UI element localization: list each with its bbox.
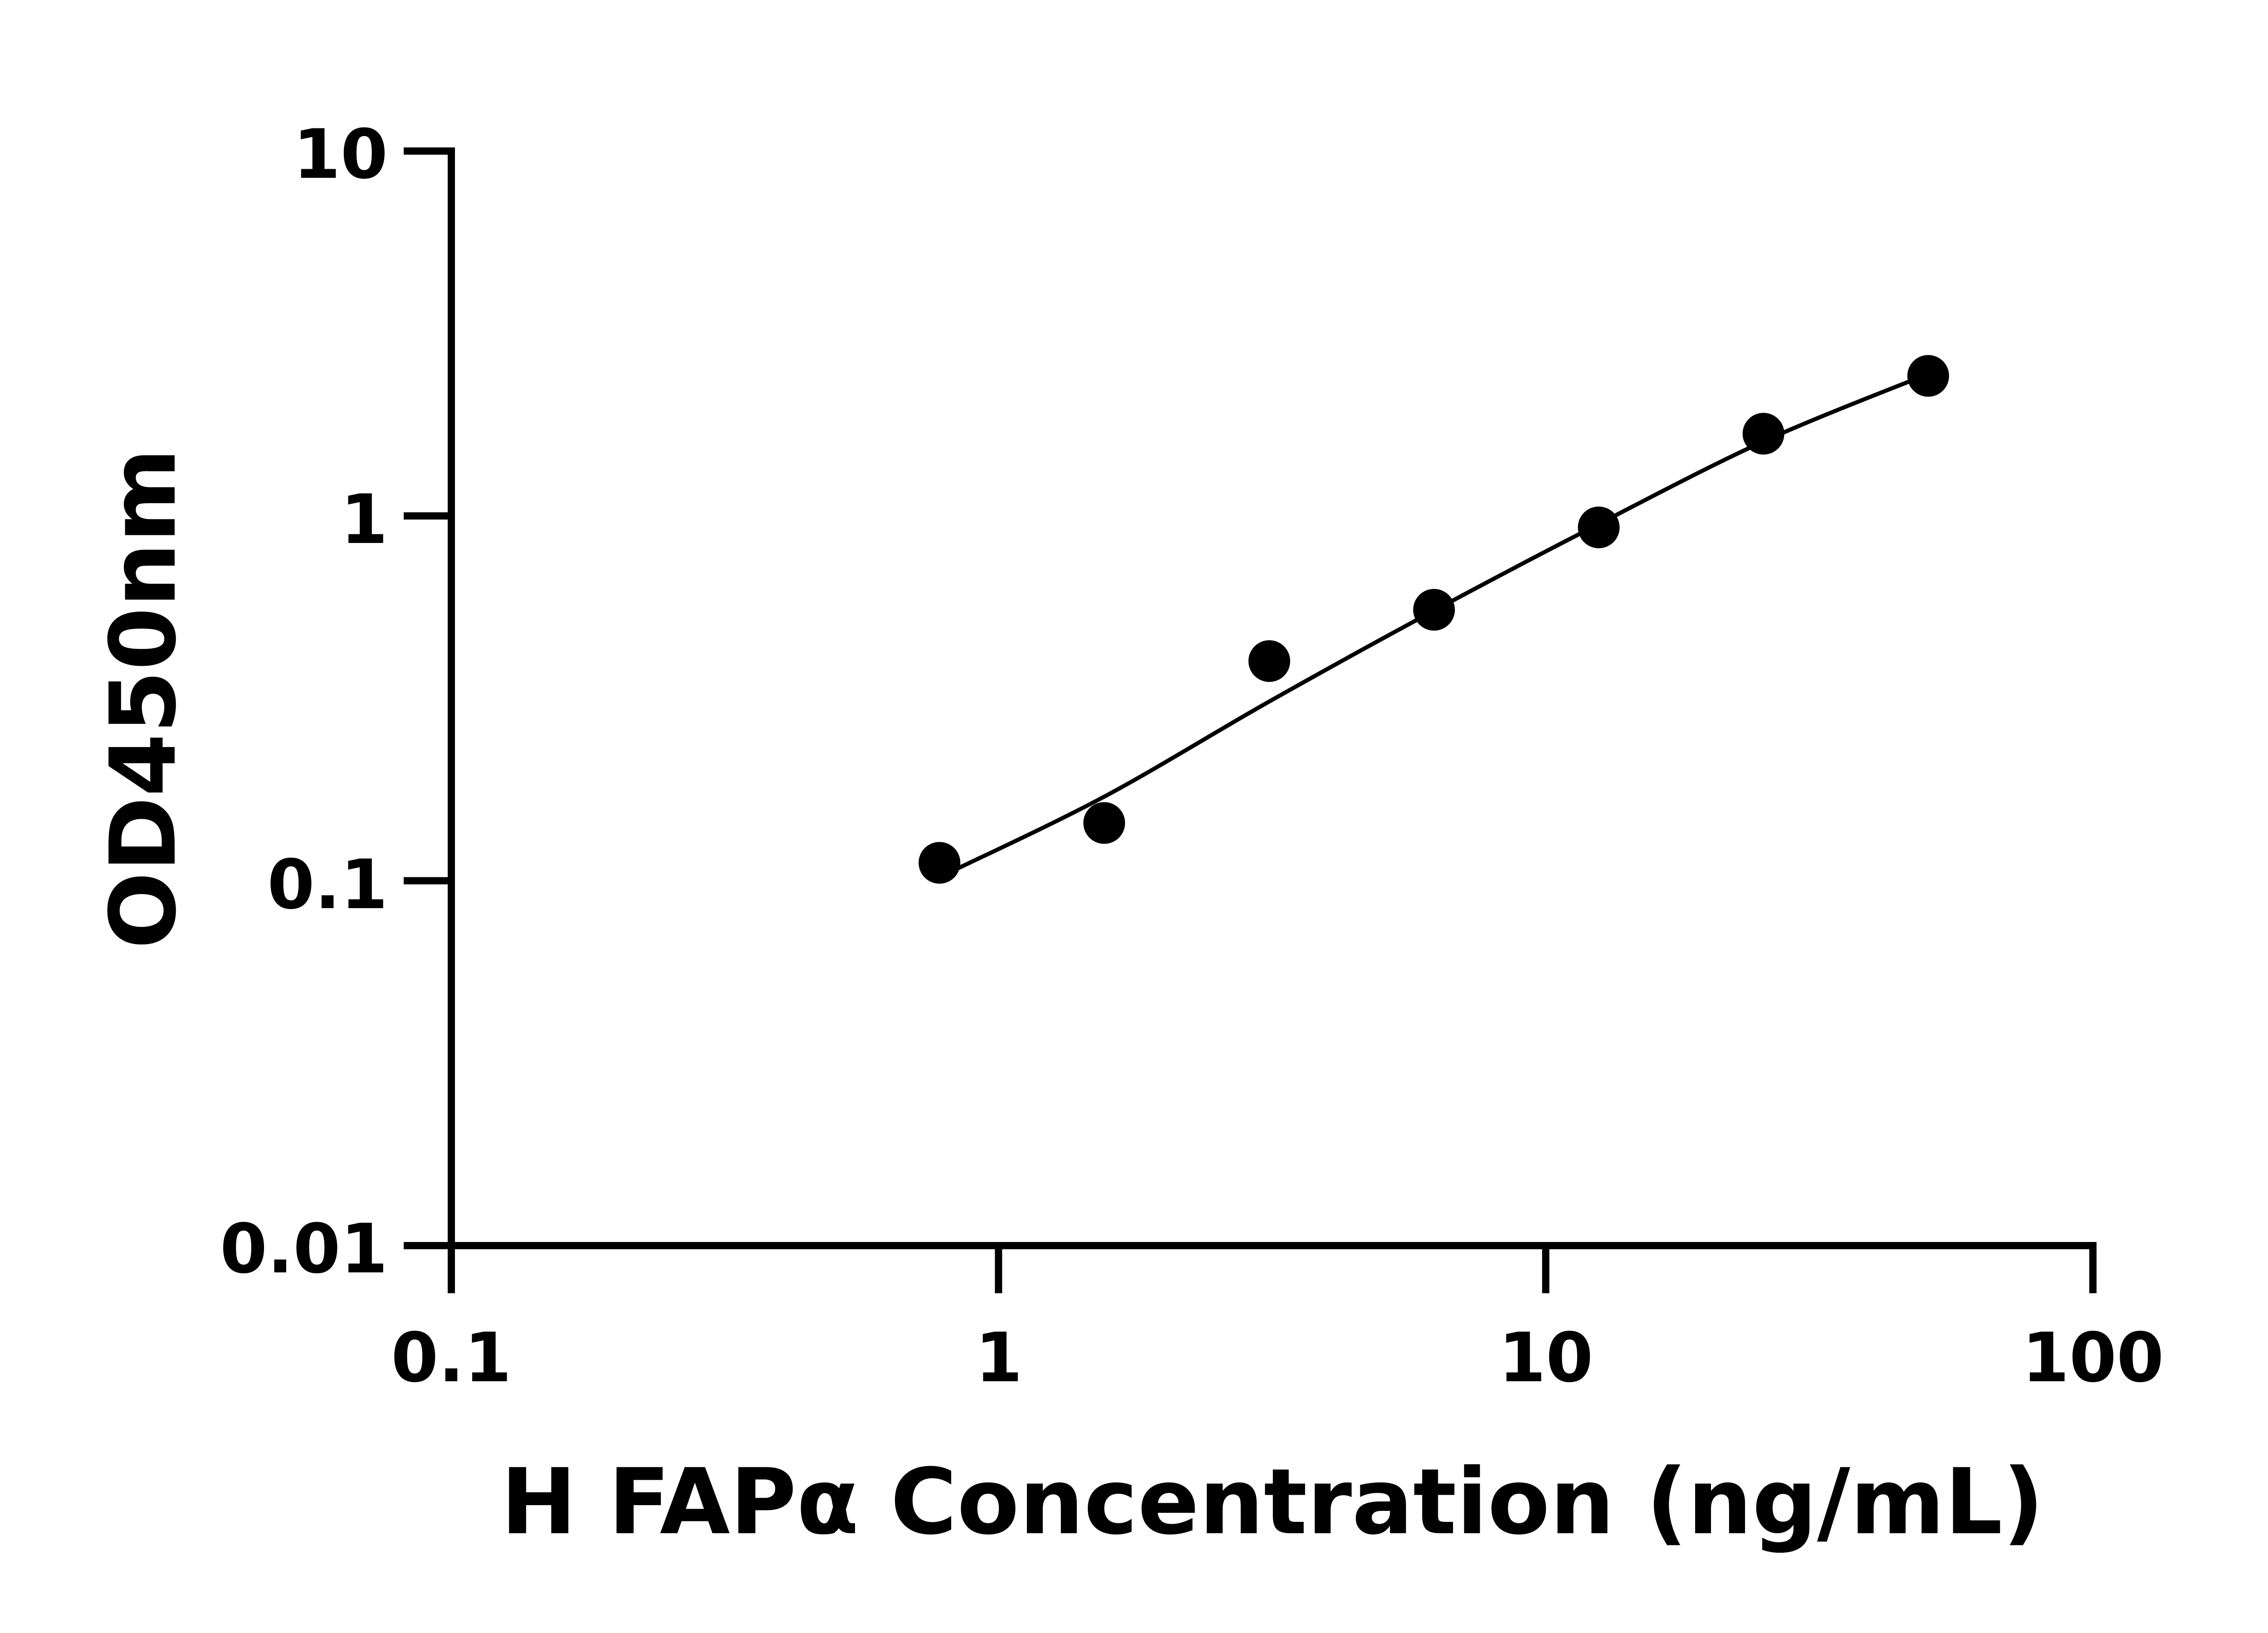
x-axis-label: H FAPα Concentration (ng/mL)	[501, 1449, 2044, 1555]
y-tick-label-0.01: 0.01	[220, 1210, 388, 1289]
x-tick-label-1: 1	[975, 1319, 1022, 1398]
y-tick-label-1: 1	[341, 480, 388, 559]
data-point	[1413, 589, 1455, 631]
data-points	[919, 355, 1949, 884]
data-point	[1248, 640, 1290, 682]
y-tick-label-10: 10	[293, 115, 388, 194]
tick-labels: 0.1 1 10 100 0.01 0.1 1 10	[220, 115, 2164, 1398]
y-axis-label: OD450nm	[91, 448, 196, 949]
x-tick-label-10: 10	[1499, 1319, 1593, 1398]
data-point	[1083, 802, 1125, 844]
data-point	[1742, 413, 1784, 455]
x-tick-label-0.1: 0.1	[391, 1319, 512, 1398]
data-point	[1578, 506, 1620, 548]
axes	[404, 147, 2097, 1293]
y-tick-label-0.1: 0.1	[267, 846, 388, 924]
x-tick-label-100: 100	[2022, 1319, 2164, 1398]
data-point	[919, 842, 961, 884]
data-point	[1907, 355, 1949, 397]
